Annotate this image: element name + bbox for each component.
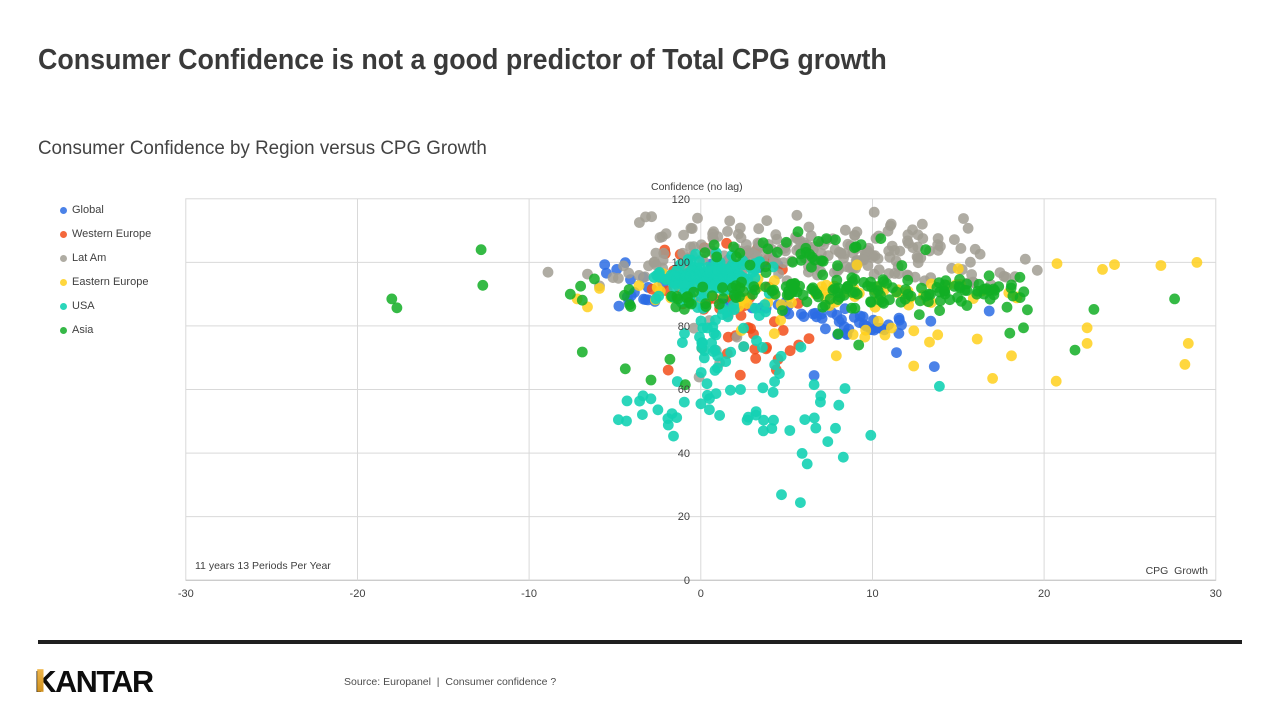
svg-text:KANTAR: KANTAR — [35, 665, 154, 699]
